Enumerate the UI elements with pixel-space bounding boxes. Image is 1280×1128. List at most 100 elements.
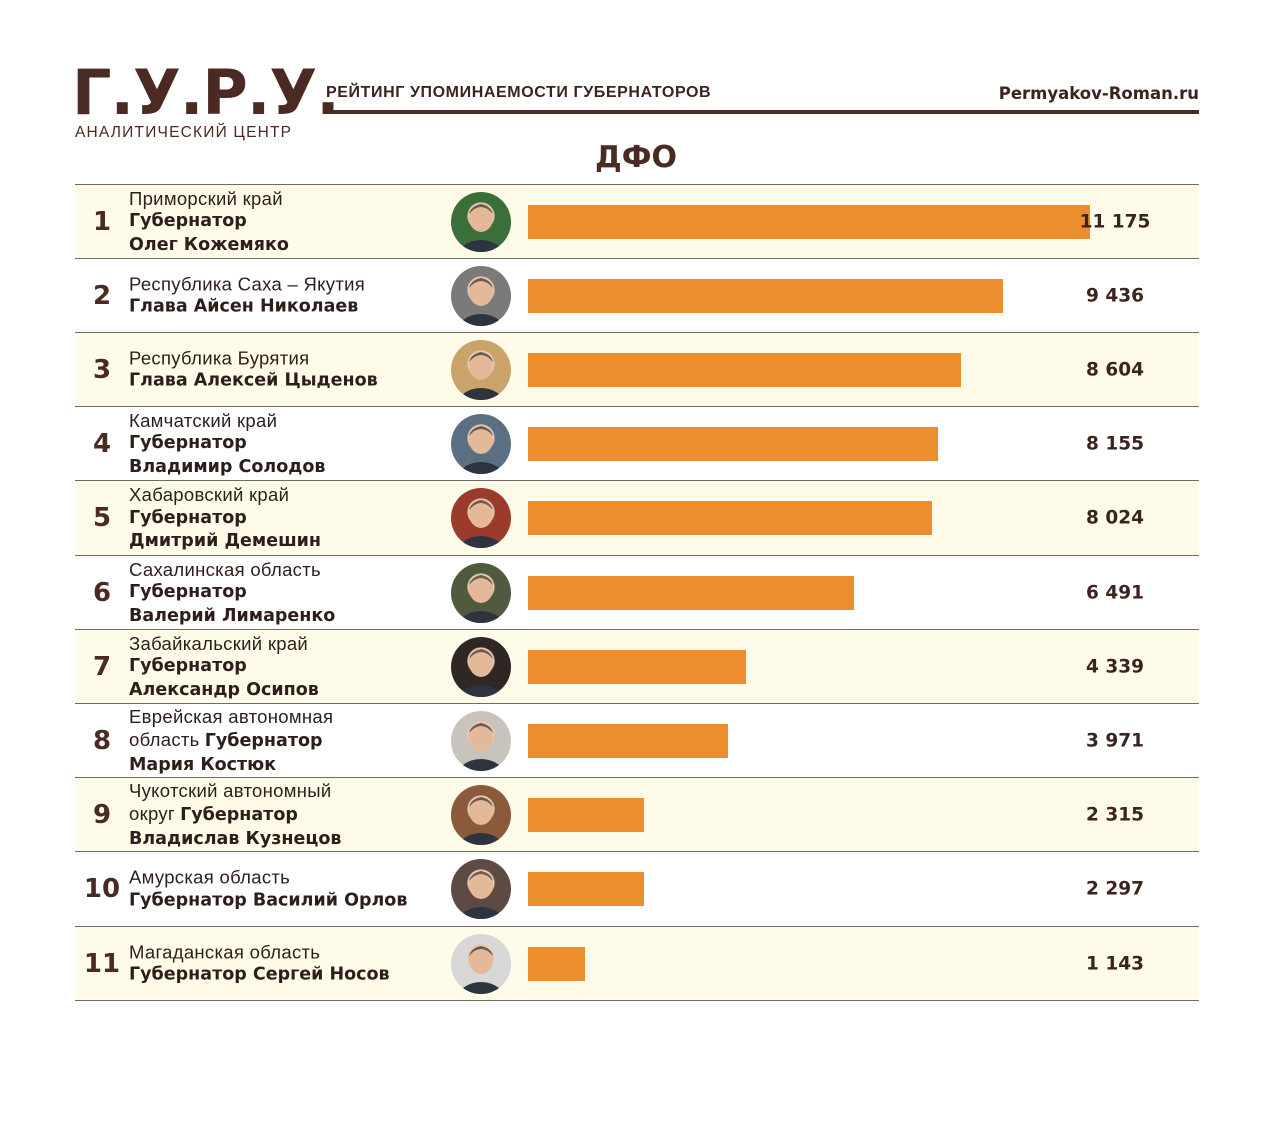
governor-name-line: Губернатор	[129, 655, 247, 676]
page-title: РЕЙТИНГ УПОМИНАЕМОСТИ ГУБЕРНАТОРОВ	[326, 84, 712, 101]
person-icon	[458, 796, 504, 845]
region-name: Магаданская область	[129, 941, 321, 962]
person-icon	[458, 351, 504, 400]
logo: Г.У.Р.У. АНАЛИТИЧЕСКИЙ ЦЕНТР	[72, 56, 340, 142]
person-icon	[458, 648, 504, 697]
governor-name-line: Владислав Кузнецов	[129, 828, 342, 849]
governor-title: Губернатор	[204, 730, 323, 751]
table-row: 5 Хабаровский край Губернатор Дмитрий Демеш…	[75, 481, 1199, 556]
rank-number: 4	[92, 428, 112, 459]
governor-photo-avatar	[451, 933, 511, 994]
governor-photo-avatar	[451, 710, 511, 771]
table-row: 1 Приморский край Губернатор Олег Кожемяко 1…	[75, 185, 1199, 259]
mention-bar	[528, 278, 1003, 313]
mention-count: 1 143	[1086, 953, 1144, 974]
mention-count: 9 436	[1086, 285, 1144, 306]
region-name: Республика Саха – Якутия	[129, 273, 366, 294]
person-icon	[458, 722, 504, 771]
governor-photo-avatar	[451, 413, 511, 474]
mention-bar	[528, 723, 728, 758]
governor-info: Камчатский край Губернатор Владимир Солодо…	[129, 408, 459, 479]
governor-info: Амурская область Губернатор Василий Орлов	[129, 866, 459, 913]
governor-name-line: Владимир Солодов	[129, 456, 326, 477]
rank-number: 10	[83, 874, 121, 904]
governor-photo-avatar	[451, 488, 511, 548]
governor-name-line: Губернатор	[129, 432, 247, 453]
region-name: Камчатский край	[129, 409, 278, 431]
section-title: ДФО	[595, 140, 677, 175]
governor-info: Магаданская область Губернатор Сергей Нос…	[129, 940, 459, 987]
governor-name-line: Губернатор	[129, 507, 247, 528]
rank-number: 11	[83, 948, 121, 979]
governor-name-line: Александр Осипов	[129, 679, 319, 700]
mention-bar	[528, 575, 854, 610]
governor-info: Хабаровский край Губернатор Дмитрий Демеши…	[129, 483, 459, 554]
mention-count: 2 297	[1086, 878, 1144, 900]
rank-number: 7	[92, 651, 112, 682]
logo-subtitle: АНАЛИТИЧЕСКИЙ ЦЕНТР	[75, 124, 293, 141]
mention-count: 3 971	[1086, 730, 1144, 751]
person-icon	[458, 425, 504, 474]
governor-name-line: Олег Кожемяко	[129, 234, 289, 255]
governor-name-line: Губернатор	[129, 210, 247, 231]
governor-name-line: Губернатор Сергей Носов	[129, 964, 390, 985]
region-name: Чукотский автономный	[129, 779, 332, 801]
region-name-continued: область	[129, 728, 200, 750]
person-icon	[458, 574, 504, 623]
mention-count: 11 175	[1079, 211, 1151, 232]
region-name: Забайкальский край	[129, 632, 309, 654]
table-row: 3 Республика Бурятия Глава Алексей Цыденов…	[75, 333, 1199, 407]
rank-number: 2	[92, 280, 112, 311]
table-row: 10 Амурская область Губернатор Василий Орл…	[75, 852, 1199, 927]
mention-bar	[528, 204, 1090, 239]
governor-name-line: Губернатор Василий Орлов	[129, 890, 408, 910]
governor-info: Республика Бурятия Глава Алексей Цыденов	[129, 346, 459, 393]
table-row: 11 Магаданская область Губернатор Сергей Н…	[75, 927, 1199, 1001]
person-icon	[458, 945, 504, 994]
mention-count: 6 491	[1086, 582, 1144, 603]
mention-bar	[528, 352, 961, 387]
governor-name-line: Глава Алексей Цыденов	[129, 370, 378, 391]
table-row: 8 Еврейская автономная область Губернатор М…	[75, 704, 1199, 778]
logo-main-text: Г.У.Р.У.	[72, 56, 340, 129]
table-row: 9 Чукотский автономный округ Губернатор Вла…	[75, 778, 1199, 852]
rank-number: 9	[92, 799, 112, 830]
mention-bar	[528, 797, 644, 832]
mention-count: 8 024	[1086, 507, 1144, 529]
rank-number: 5	[92, 503, 112, 533]
governor-photo-avatar	[451, 562, 511, 623]
ranking-table: 1 Приморский край Губернатор Олег Кожемяко 1…	[75, 184, 1199, 1001]
governor-info: Республика Саха – Якутия Глава Айсен Нико…	[129, 272, 459, 319]
governor-photo-avatar	[451, 784, 511, 845]
governor-photo-avatar	[451, 859, 511, 919]
governor-photo-avatar	[451, 191, 511, 252]
rank-number: 1	[92, 206, 112, 237]
mention-bar	[528, 501, 932, 535]
region-name: Еврейская автономная	[129, 705, 334, 727]
mention-count: 8 604	[1086, 359, 1144, 380]
mention-bar	[528, 946, 585, 981]
governor-photo-avatar	[451, 636, 511, 697]
mention-count: 2 315	[1086, 804, 1144, 825]
rank-number: 8	[92, 725, 112, 756]
person-icon	[458, 871, 504, 919]
region-name: Амурская область	[129, 866, 291, 888]
governor-name-line: Глава Айсен Николаев	[129, 296, 359, 317]
site-link[interactable]: Permyakov-Roman.ru	[998, 84, 1199, 103]
person-icon	[458, 203, 504, 252]
region-name-continued: округ	[129, 802, 175, 824]
mention-count: 8 155	[1086, 433, 1144, 454]
governor-name-line: Валерий Лимаренко	[129, 605, 336, 626]
region-name: Приморский край	[129, 187, 283, 209]
region-name: Хабаровский край	[129, 483, 290, 505]
header-bar: РЕЙТИНГ УПОМИНАЕМОСТИ ГУБЕРНАТОРОВ Permy…	[326, 84, 1199, 114]
governor-info: Приморский край Губернатор Олег Кожемяко	[129, 186, 459, 257]
governor-info: Сахалинская область Губернатор Валерий Лим…	[129, 557, 459, 628]
governor-photo-avatar	[451, 339, 511, 400]
table-row: 7 Забайкальский край Губернатор Александр О…	[75, 630, 1199, 704]
governor-info: Забайкальский край Губернатор Александр Ос…	[129, 631, 459, 702]
governor-info: Чукотский автономный округ Губернатор Влад…	[129, 778, 459, 851]
table-row: 6 Сахалинская область Губернатор Валерий Ли…	[75, 556, 1199, 630]
governor-name-line: Дмитрий Демешин	[129, 530, 322, 551]
governor-name-line: Мария Костюк	[129, 754, 277, 775]
